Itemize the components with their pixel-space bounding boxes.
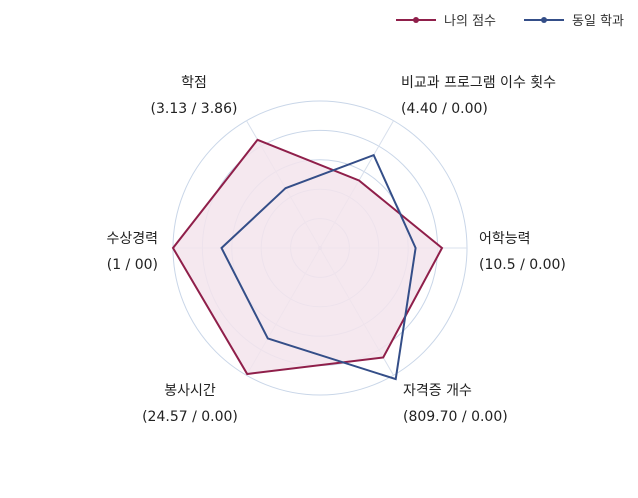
axis-label-program: 비교과 프로그램 이수 횟수 (4.40 / 0.00) (401, 70, 556, 122)
series-same-dept[interactable] (220, 153, 417, 381)
radar-series (171, 138, 444, 381)
series-my-score[interactable] (171, 138, 444, 376)
legend-label-my-score: 나의 점수 (444, 14, 497, 29)
legend-label-same-dept: 동일 학과 (572, 14, 624, 29)
axis-label-volunteer: 봉사시간 (24.57 / 0.00) (138, 378, 242, 430)
axis-name-certificate: 자격증 개수 (403, 383, 472, 399)
axis-name-volunteer: 봉사시간 (164, 383, 216, 399)
axis-name-awards: 수상경력 (106, 231, 158, 247)
axis-value-awards: (1 / 00) (106, 257, 158, 273)
axis-label-awards: 수상경력 (1 / 00) (96, 226, 158, 278)
axis-label-language: 어학능력 (10.5 / 0.00) (479, 226, 566, 278)
legend-item-my-score[interactable]: 나의 점수 (396, 10, 496, 29)
axis-value-program: (4.40 / 0.00) (401, 101, 488, 117)
axis-label-certificate: 자격증 개수 (809.70 / 0.00) (403, 378, 508, 430)
legend-item-same-dept[interactable]: 동일 학과 (524, 10, 624, 29)
chart-legend: 나의 점수 동일 학과 (396, 10, 624, 29)
axis-value-language: (10.5 / 0.00) (479, 257, 566, 273)
legend-swatch-same-dept (524, 16, 565, 23)
axis-value-gpa: (3.13 / 3.86) (150, 101, 238, 117)
axis-label-gpa: 학점 (3.13 / 3.86) (150, 70, 238, 122)
legend-swatch-my-score (396, 16, 437, 23)
axis-name-language: 어학능력 (479, 231, 531, 247)
axis-name-program: 비교과 프로그램 이수 횟수 (401, 75, 557, 91)
axis-name-gpa: 학점 (181, 75, 207, 91)
axis-value-volunteer: (24.57 / 0.00) (142, 409, 238, 425)
axis-value-certificate: (809.70 / 0.00) (403, 409, 508, 425)
